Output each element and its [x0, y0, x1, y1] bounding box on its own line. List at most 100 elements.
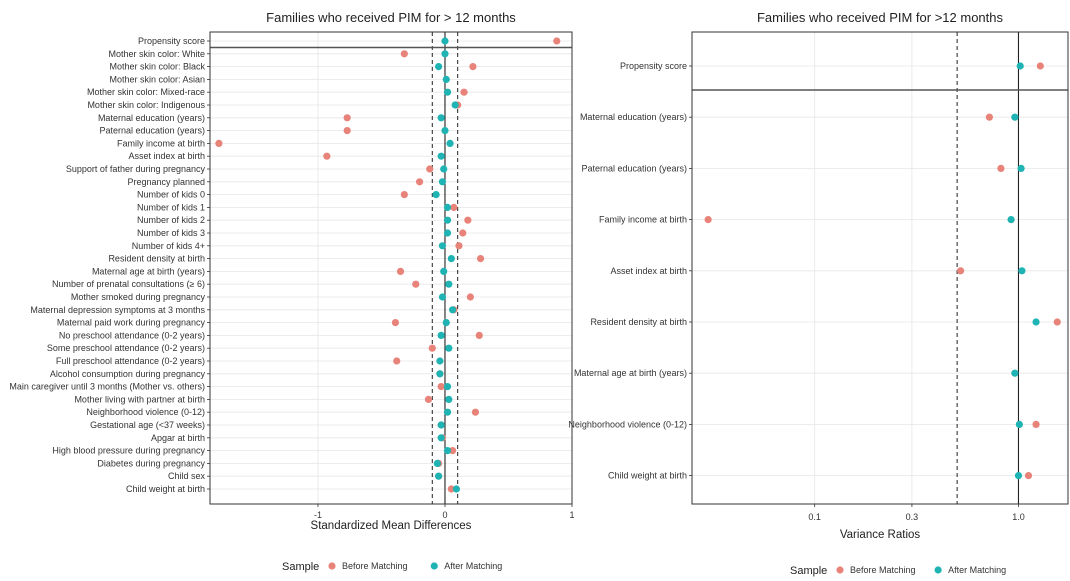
x-tick-label: 1.0 [1012, 512, 1025, 522]
point-before-matching [415, 178, 424, 186]
point-before-matching [396, 267, 405, 275]
y-tick-label: Number of prenatal consultations (≥ 6) [52, 279, 205, 289]
y-tick-label: Number of kids 2 [137, 215, 205, 225]
y-tick-label: Mother skin color: Mixed-race [87, 87, 205, 97]
y-tick-label: Asset index at birth [610, 266, 687, 276]
point-before-matching [447, 485, 455, 493]
y-tick-label: Maternal age at birth (years) [574, 368, 687, 378]
point-before-matching [426, 165, 434, 173]
y-tick-label: No preschool attendance (0-2 years) [59, 330, 205, 340]
point-after-matching [443, 383, 452, 391]
point-after-matching [452, 485, 461, 493]
point-after-matching [1015, 420, 1023, 428]
point-before-matching [466, 293, 474, 301]
y-tick-label: Mother skin color: White [108, 49, 205, 59]
point-after-matching [432, 191, 440, 199]
point-after-matching [1011, 113, 1019, 121]
point-before-matching [471, 408, 480, 416]
point-after-matching [443, 408, 452, 416]
point-after-matching [446, 139, 454, 147]
y-tick-label: Paternal education (years) [99, 126, 205, 136]
point-before-matching [475, 331, 483, 339]
y-tick-label: Number of kids 4+ [132, 241, 205, 251]
point-before-matching [428, 344, 436, 352]
point-after-matching [447, 255, 455, 263]
point-after-matching [441, 37, 449, 45]
point-after-matching [438, 242, 447, 250]
point-after-matching [440, 267, 448, 275]
point-after-matching [443, 447, 452, 455]
point-after-matching [435, 63, 443, 71]
y-tick-label: Family income at birth [599, 215, 687, 225]
point-before-matching [956, 267, 965, 275]
y-tick-label: Resident density at birth [590, 317, 687, 327]
y-tick-label: Number of kids 0 [137, 190, 205, 200]
point-before-matching [455, 242, 463, 250]
y-tick-label: Maternal depression symptoms at 3 months [30, 305, 205, 315]
point-after-matching [441, 127, 449, 135]
y-tick-label: Number of kids 3 [137, 228, 205, 238]
point-after-matching [442, 75, 450, 83]
point-before-matching [437, 383, 445, 391]
point-after-matching [1017, 164, 1025, 172]
point-before-matching [424, 395, 433, 403]
point-after-matching [1032, 318, 1040, 326]
y-tick-label: High blood pressure during pregnancy [52, 446, 205, 456]
point-after-matching [443, 229, 452, 237]
point-before-matching [323, 152, 331, 160]
point-before-matching [391, 319, 400, 327]
point-before-matching [1036, 62, 1044, 70]
legend-left: Sample Before Matching After Matching [282, 561, 502, 573]
point-after-matching [1011, 369, 1019, 377]
point-after-matching [445, 395, 453, 403]
point-after-matching [437, 331, 445, 339]
x-tick-label: 0.1 [808, 512, 821, 522]
y-tick-label: Alcohol consumption during pregnancy [50, 369, 206, 379]
y-tick-label: Maternal education (years) [98, 113, 205, 123]
point-after-matching [445, 280, 453, 288]
x-tick-label: 0.3 [906, 512, 919, 522]
point-before-matching [997, 164, 1005, 172]
point-after-matching [436, 370, 444, 378]
point-before-matching [450, 203, 458, 211]
point-before-matching [412, 280, 420, 288]
y-tick-label: Some preschool attendance (0-2 years) [47, 343, 205, 353]
point-before-matching [343, 114, 351, 122]
legend-title: Sample [790, 565, 827, 577]
legend-title: Sample [282, 561, 319, 573]
point-before-matching [464, 216, 472, 224]
y-tick-label: Mother skin color: Black [109, 62, 205, 72]
legend-marker-before-matching [836, 566, 844, 574]
legend-label: Before Matching [850, 565, 916, 575]
chart-title: Families who received PIM for > 12 month… [266, 10, 516, 25]
point-after-matching [437, 114, 445, 122]
y-tick-label: Gestational age (<37 weeks) [90, 420, 205, 430]
point-after-matching [438, 178, 447, 186]
point-after-matching [441, 50, 449, 58]
y-tick-label: Number of kids 1 [137, 202, 205, 212]
x-axis-label: Standardized Mean Differences [311, 520, 472, 532]
point-before-matching [460, 88, 468, 96]
point-before-matching [215, 139, 223, 147]
y-tick-label: Main caregiver until 3 months (Mother vs… [9, 382, 205, 392]
point-after-matching [1018, 267, 1026, 275]
legend-marker-after-matching [934, 566, 942, 574]
y-tick-label: Child weight at birth [126, 484, 205, 494]
point-after-matching [445, 344, 453, 352]
point-after-matching [437, 421, 445, 429]
point-before-matching [476, 255, 485, 263]
point-after-matching [438, 293, 447, 301]
point-before-matching [1032, 420, 1040, 428]
x-tick-label: 1 [569, 510, 574, 520]
y-tick-label: Resident density at birth [108, 254, 205, 264]
y-tick-label: Full preschool attendance (0-2 years) [56, 356, 205, 366]
point-after-matching [435, 472, 443, 480]
x-tick-label: 0 [442, 510, 447, 520]
legend-marker-after-matching [430, 562, 438, 570]
point-after-matching [437, 152, 445, 160]
y-tick-label: Mother skin color: Indigenous [87, 100, 205, 110]
point-before-matching [985, 113, 993, 121]
point-after-matching [443, 88, 452, 96]
smd-chart: Families who received PIM for > 12 month… [9, 10, 574, 532]
